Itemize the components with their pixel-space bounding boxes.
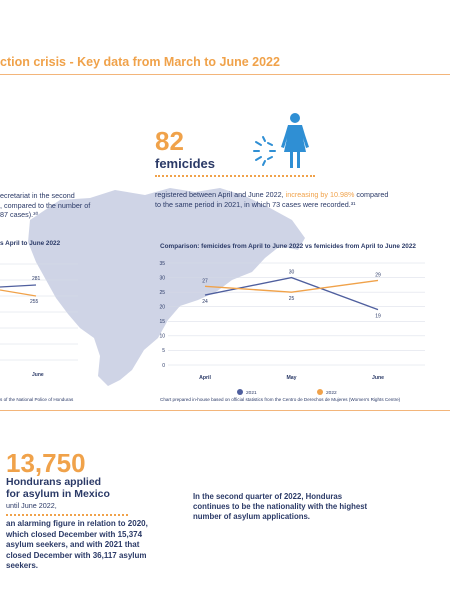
femicides-text-mid: compared — [356, 190, 389, 199]
q2-note: In the second quarter of 2022, Honduras … — [193, 492, 433, 522]
data-label: 29 — [375, 272, 381, 278]
asylum-label-line-2: for asylum in Mexico — [6, 488, 110, 500]
left-chart-source: s of the National Police of Honduras — [0, 397, 74, 402]
y-tick-label: 30 — [159, 275, 165, 281]
femicides-chart: 0 5 10 15 20 25 30 35 April May June 24 30 19 27 25 29 20… — [159, 261, 425, 395]
femicides-label: femicides — [155, 156, 215, 171]
left-paragraph-line: ecretariat in the second — [0, 191, 75, 200]
chart-title: Comparison: femicides from April to June… — [160, 243, 416, 250]
data-label: 30 — [289, 270, 295, 276]
asylum-detail-line: seekers. — [6, 561, 39, 570]
title-divider — [0, 74, 450, 75]
y-tick-label: 5 — [162, 348, 165, 354]
y-tick-label: 10 — [159, 334, 165, 340]
x-tick-label: April — [199, 375, 211, 381]
legend-label-2021: 2021 — [246, 390, 257, 395]
x-tick-label: May — [286, 375, 296, 381]
y-tick-label: 0 — [162, 363, 165, 369]
asylum-label: Hondurans applied for asylum in Mexico — [6, 476, 110, 500]
femicides-paragraph-line-2: to the same period in 2021, in which 73 … — [155, 199, 356, 209]
data-label: 25 — [289, 296, 295, 302]
data-label: 27 — [202, 278, 208, 284]
femicides-text-pre: registered between April and June 2022, — [155, 190, 284, 199]
legend-marker-2022 — [317, 389, 323, 395]
asylum-until: until June 2022, — [6, 501, 57, 510]
section-divider — [0, 410, 450, 411]
left-chart: 281 255 June — [0, 263, 78, 378]
q2-note-line: continues to be the nationality with the… — [193, 502, 368, 511]
asylum-number: 13,750 — [6, 448, 86, 478]
y-tick-label: 20 — [159, 305, 165, 311]
data-label: 24 — [202, 299, 208, 305]
femicides-paragraph: registered between April and June 2022, … — [155, 190, 445, 209]
asylum-detail: an alarming figure in relation to 2020, … — [6, 519, 148, 572]
asylum-dotted-divider — [6, 514, 128, 516]
left-paragraph-line: 87 cases).³⁰ — [0, 210, 39, 219]
femicides-number: 82 — [155, 126, 184, 156]
legend-label-2022: 2022 — [326, 390, 337, 395]
femicides-paragraph-line-1: registered between April and June 2022, … — [155, 190, 445, 200]
asylum-detail-line: an alarming figure in relation to 2020, — [6, 519, 148, 528]
left-paragraph-line: , compared to the number of — [0, 200, 91, 210]
left-paragraph: ecretariat in the second , compared to t… — [0, 191, 150, 220]
q2-note-line: In the second quarter of 2022, Honduras — [193, 492, 343, 501]
asylum-detail-line: closed December with 36,117 asylum — [6, 550, 147, 560]
series-line-2022 — [204, 279, 379, 293]
left-chart-value-255: 255 — [30, 299, 39, 305]
femicides-dotted-divider — [155, 175, 315, 177]
chart-source: Chart prepared in-house based on officia… — [160, 397, 401, 402]
left-chart-title: s April to June 2022 — [0, 240, 61, 247]
q2-note-line: number of asylum applications. — [193, 512, 310, 521]
y-tick-label: 15 — [159, 319, 165, 325]
asylum-label-line-1: Hondurans applied — [6, 476, 102, 488]
legend-marker-2021 — [237, 389, 243, 395]
data-label: 19 — [375, 314, 381, 320]
asylum-detail-line: asylum seekers, and with 2021 that — [6, 540, 140, 549]
y-tick-label: 35 — [159, 261, 165, 267]
series-line-2021 — [204, 276, 379, 311]
x-tick-label: June — [372, 375, 384, 381]
femicides-text-highlight: increasing by 10.98% — [285, 190, 355, 199]
asylum-detail-line: which closed December with 15,374 — [6, 529, 143, 539]
y-tick-label: 25 — [159, 290, 165, 296]
honduras-map — [28, 188, 305, 386]
left-chart-x-label: June — [32, 372, 44, 378]
woman-icon — [253, 113, 309, 168]
page-title: ction crisis - Key data from March to Ju… — [0, 55, 280, 69]
left-chart-value-281: 281 — [32, 276, 41, 282]
